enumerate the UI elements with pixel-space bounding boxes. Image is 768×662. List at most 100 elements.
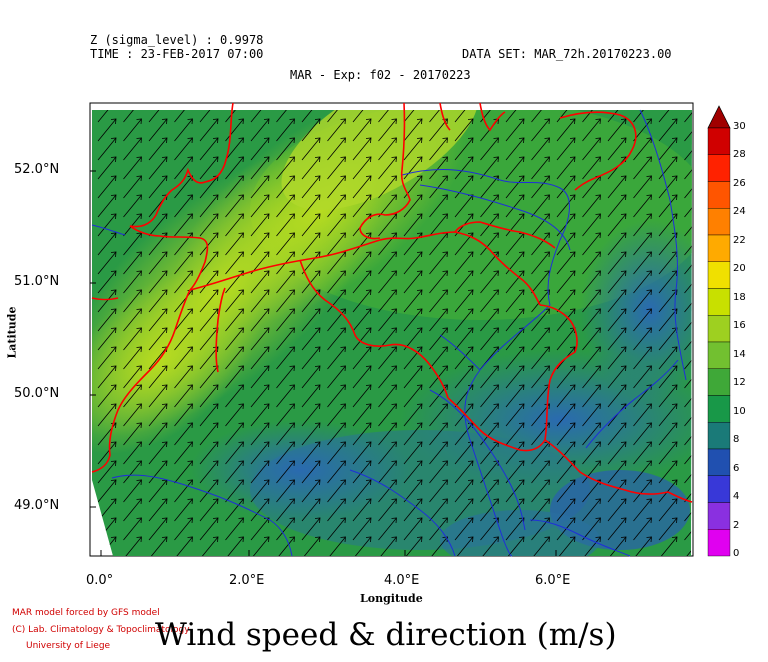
wind-arrow <box>403 270 423 294</box>
wind-arrow <box>250 441 270 465</box>
wind-arrow <box>429 194 448 218</box>
wind-arrow <box>123 110 142 123</box>
wind-arrow <box>480 384 499 408</box>
wind-arrow <box>301 194 321 218</box>
wind-arrow <box>225 517 244 541</box>
wind-arrow <box>556 441 576 465</box>
wind-arrow <box>556 137 576 161</box>
wind-arrow <box>633 270 652 294</box>
wind-arrow <box>199 517 219 541</box>
wind-arrow <box>403 441 423 465</box>
wind-arrow <box>301 536 321 556</box>
wind-arrow <box>352 175 372 199</box>
wind-arrow <box>429 156 448 180</box>
wind-arrow <box>97 118 117 142</box>
wind-arrow <box>327 156 346 180</box>
wind-arrow <box>429 403 448 427</box>
wind-arrow <box>378 232 397 256</box>
wind-arrow <box>582 194 601 218</box>
wind-arrow <box>684 346 692 370</box>
wind-arrow <box>199 156 219 180</box>
wind-arrow <box>531 118 550 142</box>
wind-arrow <box>505 270 525 294</box>
wind-arrow <box>199 137 219 161</box>
wind-arrow <box>301 118 321 142</box>
lon-tick-label: 6.0°E <box>535 573 571 588</box>
wind-arrow <box>429 213 448 237</box>
wind-arrow <box>250 156 270 180</box>
wind-arrow <box>684 270 692 294</box>
wind-arrow <box>148 118 168 142</box>
y-axis-label: Latitude <box>5 306 19 359</box>
wind-arrow <box>352 441 372 465</box>
wind-arrow <box>633 175 652 199</box>
wind-arrow <box>556 194 576 218</box>
colorbar-swatch <box>707 181 731 209</box>
wind-arrow <box>327 308 346 332</box>
wind-arrow <box>148 536 168 556</box>
wind-arrow <box>658 517 678 541</box>
wind-arrow <box>454 118 474 142</box>
wind-arrow <box>531 498 550 522</box>
wind-arrow <box>378 270 397 294</box>
wind-arrow <box>582 403 601 427</box>
wind-arrow <box>505 422 525 446</box>
wind-arrow <box>378 118 397 142</box>
wind-arrow <box>403 384 423 408</box>
wind-arrow <box>327 289 346 313</box>
wind-arrow <box>403 289 423 313</box>
wind-arrow <box>276 517 295 541</box>
wind-arrow <box>454 251 474 275</box>
wind-arrow <box>250 289 270 313</box>
wind-arrow <box>174 403 193 427</box>
wind-arrow <box>148 251 168 275</box>
wind-arrow <box>378 194 397 218</box>
wind-arrow <box>123 422 142 446</box>
wind-arrow <box>174 175 193 199</box>
wind-arrow <box>403 479 423 503</box>
colorbar-label: 22 <box>733 235 746 246</box>
wind-arrow <box>148 110 168 123</box>
wind-arrow <box>250 365 270 389</box>
wind-arrow <box>556 422 576 446</box>
colorbar-swatch <box>707 448 731 476</box>
wind-arrow <box>658 137 678 161</box>
wind-arrow <box>480 289 499 313</box>
wind-arrow <box>225 346 244 370</box>
wind-arrow <box>225 232 244 256</box>
wind-arrow <box>658 536 678 556</box>
wind-arrow <box>454 479 474 503</box>
wind-arrow <box>454 137 474 161</box>
wind-arrow <box>505 460 525 484</box>
wind-arrow <box>582 517 601 541</box>
wind-arrow <box>658 213 678 237</box>
wind-arrow <box>429 175 448 199</box>
wind-arrow <box>250 110 270 123</box>
wind-arrow <box>582 251 601 275</box>
wind-arrow <box>199 479 219 503</box>
wind-arrow <box>633 346 652 370</box>
colorbar-swatch <box>707 261 731 289</box>
wind-arrow <box>607 137 627 161</box>
wind-arrow <box>556 110 576 123</box>
wind-arrow <box>480 365 499 389</box>
wind-arrow <box>403 251 423 275</box>
wind-arrow <box>454 270 474 294</box>
wind-arrow <box>352 384 372 408</box>
wind-arrow <box>123 251 142 275</box>
wind-arrow <box>327 270 346 294</box>
wind-arrow <box>607 498 627 522</box>
colorbar-label: 20 <box>733 263 746 274</box>
wind-arrow <box>429 346 448 370</box>
wind-arrow <box>403 346 423 370</box>
wind-arrow <box>199 346 219 370</box>
wind-arrow <box>97 175 117 199</box>
wind-arrow <box>633 156 652 180</box>
wind-arrow <box>225 156 244 180</box>
wind-arrow <box>250 498 270 522</box>
wind-arrow <box>97 403 117 427</box>
wind-arrow <box>633 213 652 237</box>
wind-arrow <box>123 365 142 389</box>
colorbar-swatch <box>707 422 731 450</box>
